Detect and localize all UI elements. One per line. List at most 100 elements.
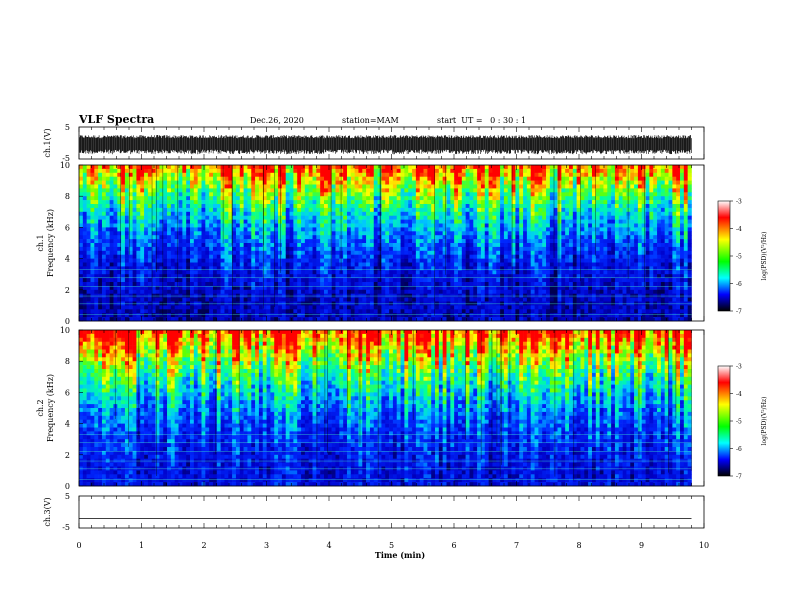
spectrogram-cell xyxy=(346,274,352,279)
spectrogram-cell xyxy=(82,207,87,213)
spectrogram-cell xyxy=(140,278,145,283)
spectrogram-cell xyxy=(144,313,149,318)
spectrogram-cell xyxy=(255,196,260,201)
spectrogram-cell xyxy=(530,180,535,185)
spectrogram-cell xyxy=(526,215,532,220)
spectrogram-cell xyxy=(389,172,394,177)
spectrogram-cell xyxy=(243,285,248,291)
spectrogram-cell xyxy=(79,246,84,252)
spectrogram-cell xyxy=(159,184,164,189)
spectrogram-cell xyxy=(281,235,287,240)
spectrogram-cell xyxy=(247,215,252,220)
spectrogram-cell xyxy=(201,192,206,197)
spectrogram-cell xyxy=(538,266,543,271)
spectrogram-cell xyxy=(144,285,149,291)
spectrogram-cell xyxy=(136,243,141,248)
spectrogram-cell xyxy=(442,313,447,318)
spectrogram-cell xyxy=(121,227,126,232)
spectrogram-cell xyxy=(442,285,447,291)
spectrogram-cell xyxy=(346,207,352,213)
spectrogram-cell xyxy=(182,215,187,220)
spectrogram-cell xyxy=(350,278,355,283)
spectrogram-cell xyxy=(186,207,191,213)
spectrogram-cell xyxy=(423,176,428,181)
spectrogram-cell xyxy=(343,274,348,279)
spectrogram-cell xyxy=(297,305,302,310)
spectrogram-cell xyxy=(155,227,160,232)
spectrogram-cell xyxy=(450,289,455,294)
ch1-ytick-minus5: -5 xyxy=(62,154,70,163)
spectrogram-cell xyxy=(304,243,309,248)
spectrogram-cell xyxy=(465,188,470,193)
spectrogram-cell xyxy=(320,274,325,279)
spectrogram-cell xyxy=(419,297,424,302)
spectrogram-cell xyxy=(316,243,321,248)
spectrogram-cell xyxy=(140,317,145,322)
spectrogram-cell xyxy=(170,180,176,185)
spectrogram-cell xyxy=(457,172,463,177)
spectrogram-cell xyxy=(507,258,512,263)
spectrogram-cell xyxy=(178,313,183,318)
spectrogram-cell xyxy=(159,192,164,197)
spectrogram-cell xyxy=(124,274,130,279)
spectrogram-cell xyxy=(297,266,302,271)
spectrogram-cell xyxy=(101,219,107,224)
spectrogram-cell xyxy=(331,254,336,259)
spectrogram-cell xyxy=(281,270,287,275)
spectrogram-cell xyxy=(79,266,84,271)
spectrogram-cell xyxy=(224,297,229,302)
spectrogram-cell xyxy=(190,200,195,205)
spectrogram-cell xyxy=(446,250,451,255)
spectrogram-cell xyxy=(278,289,283,294)
spectrogram-cell xyxy=(335,231,340,236)
spectrogram-cell xyxy=(117,317,122,322)
spectrogram-cell xyxy=(546,231,551,236)
spectrogram-cell xyxy=(423,192,428,197)
spectrogram-cell xyxy=(327,317,332,322)
spectrogram-cell xyxy=(343,231,348,236)
spectrogram-cell xyxy=(427,176,432,181)
spectrogram-cell xyxy=(109,289,114,294)
spectrogram-cell xyxy=(457,278,463,283)
spectrogram-cell xyxy=(258,285,264,291)
spectrogram-cell xyxy=(243,262,248,267)
spectrogram-cell xyxy=(469,200,474,205)
spectrogram-cell xyxy=(442,176,447,181)
spectrogram-cell xyxy=(327,246,332,252)
spectrogram-cell xyxy=(354,196,359,201)
spectrogram-cell xyxy=(297,172,302,177)
spectrogram-cell xyxy=(82,180,87,185)
spectrogram-cell xyxy=(461,219,466,224)
spectrogram-cell xyxy=(128,207,133,213)
spectrogram-cell xyxy=(232,176,237,181)
spectrogram-cell xyxy=(358,223,363,228)
spectrogram-cell xyxy=(492,246,497,252)
spectrogram-cell xyxy=(477,262,482,267)
spectrogram-cell xyxy=(140,313,145,318)
spectrogram-cell xyxy=(381,192,386,197)
spectrogram-cell xyxy=(427,227,432,232)
spectrogram-cell xyxy=(197,200,202,205)
spectrogram-cell xyxy=(109,235,114,240)
spectrogram-cell xyxy=(477,285,482,291)
spectrogram-cell xyxy=(419,192,424,197)
spectrogram-cell xyxy=(469,196,474,201)
spectrogram-cell xyxy=(335,254,340,259)
spectrogram-cell xyxy=(86,235,91,240)
spectrogram-cell xyxy=(285,317,290,322)
spectrogram-cell xyxy=(193,274,198,279)
spectrogram-cell xyxy=(278,172,283,177)
spectrogram-cell xyxy=(239,180,244,185)
spectrogram-cell xyxy=(155,200,160,205)
spectrogram-cell xyxy=(285,278,290,283)
spectrogram-cell xyxy=(90,207,95,213)
spectrogram-cell xyxy=(446,196,451,201)
spectrogram-cell xyxy=(163,258,168,263)
spectrogram-cell xyxy=(113,258,118,263)
spectrogram-cell xyxy=(461,176,466,181)
spectrogram-cell xyxy=(488,239,493,244)
spectrogram-cell xyxy=(121,196,126,201)
spectrogram-cell xyxy=(534,239,539,244)
spectrogram-cell xyxy=(124,204,130,209)
spectrogram-cell xyxy=(492,282,497,287)
